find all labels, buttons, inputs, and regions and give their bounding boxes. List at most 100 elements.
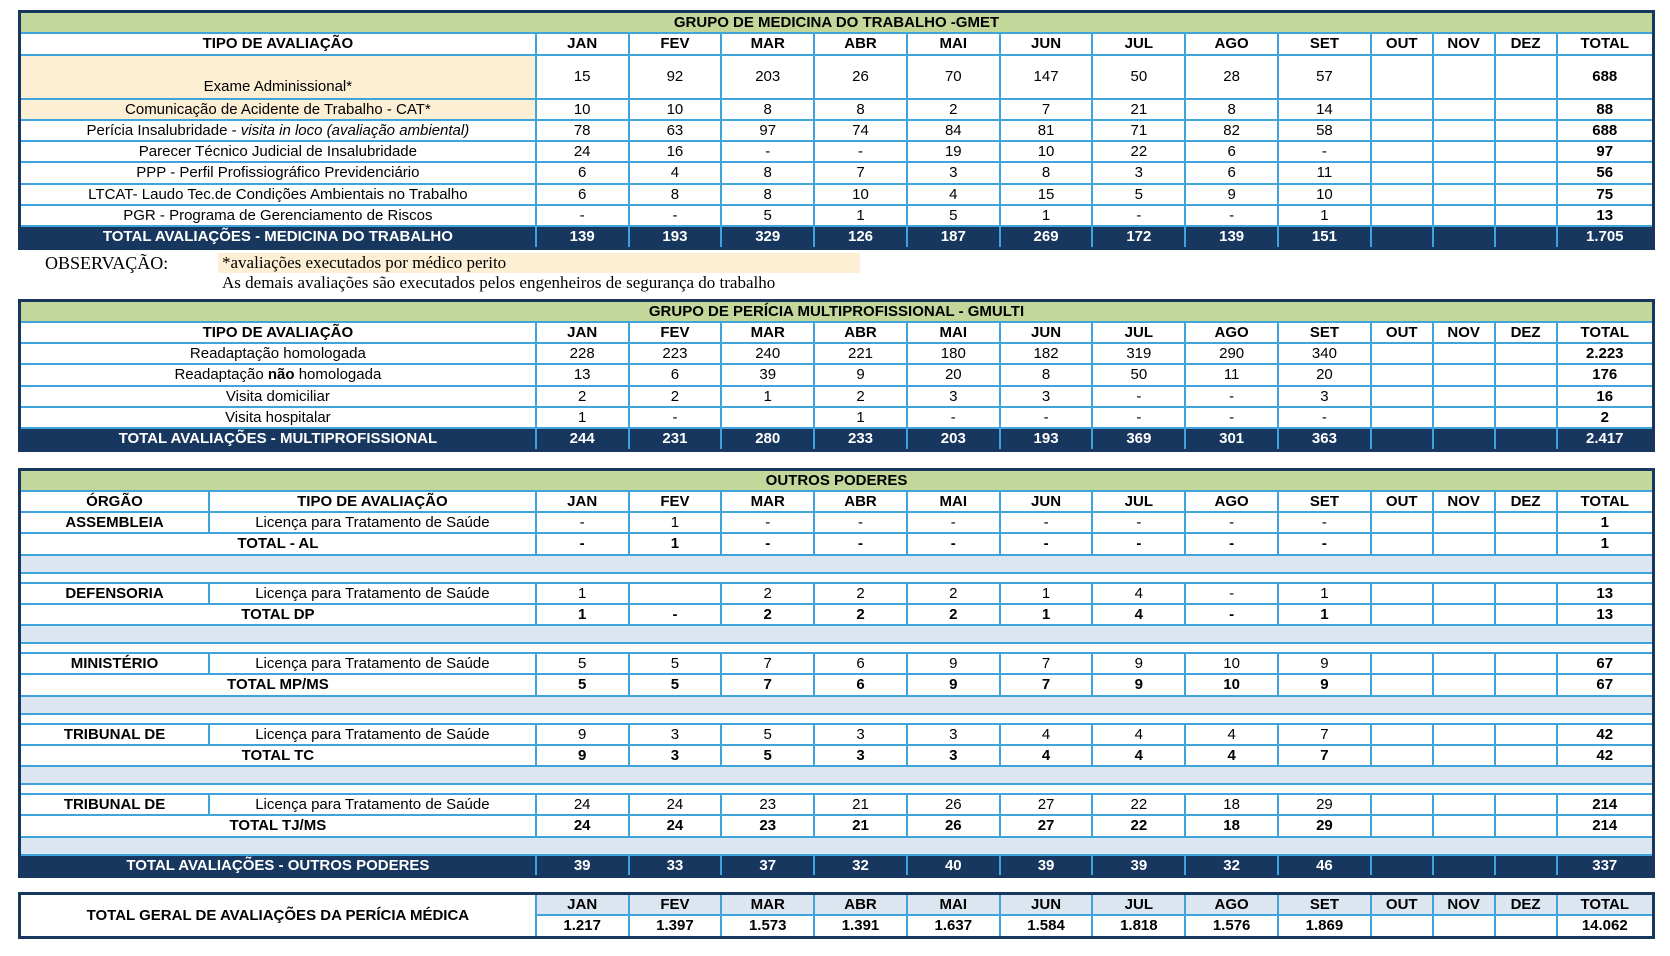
outros-s4-totalrow-out	[1369, 814, 1434, 838]
gmet-r5-abr: 10	[813, 182, 908, 206]
outros-s2-set: 9	[1277, 651, 1372, 676]
outros-s4-jan: 24	[534, 792, 630, 817]
gmet-r4-mar: 8	[720, 161, 816, 185]
geral-col-header-mai: MAI	[905, 892, 1001, 917]
outros-s2-totalrow-jul: 9	[1091, 673, 1187, 697]
outros-s0-totalrow-dez	[1493, 532, 1558, 556]
outros-s1-jan: 1	[534, 581, 630, 605]
gmulti-r2-ago: -	[1184, 384, 1280, 408]
gmet-row-label: LTCAT- Laudo Tec.de Condições Ambientais…	[18, 182, 537, 206]
gmet-r3-jul: 22	[1091, 139, 1187, 164]
spacer-blue	[18, 553, 1655, 574]
gmet-r2-jun: 81	[998, 118, 1094, 143]
gmet-r3-out	[1369, 139, 1434, 164]
gmet-r6-abr: 1	[813, 203, 908, 228]
gmet-r4-dez	[1493, 161, 1558, 185]
outros-s3-totalrow-abr: 3	[813, 743, 908, 768]
gmet-r2-dez	[1493, 118, 1558, 143]
outros-s1-totalrow-jan: 1	[534, 602, 630, 627]
outros-grand-total-label: TOTAL AVALIAÇÕES - OUTROS PODERES	[18, 853, 537, 878]
outros-col-header-tipo: TIPO DE AVALIAÇÃO	[208, 489, 537, 514]
gmet-totalrow-mar: 329	[720, 225, 816, 249]
gmulti-col-header-dez: DEZ	[1493, 320, 1558, 345]
gmulti-r0-set: 340	[1277, 341, 1372, 366]
outros-s1-mar: 2	[720, 581, 816, 605]
gmet-r3-nov	[1431, 139, 1496, 164]
geral-nov	[1431, 914, 1496, 938]
gmet-r4-nov	[1431, 161, 1496, 185]
gmet-r3-mai: 19	[905, 139, 1001, 164]
gmet-table: GRUPO DE MEDICINA DO TRABALHO -GMET TIPO …	[18, 10, 1655, 250]
gmet-col-header-mar: MAR	[720, 32, 816, 56]
gmulti-r2-out	[1369, 384, 1434, 408]
outros-s4-ago: 18	[1184, 792, 1280, 817]
outros-s0-totalrow-jan: -	[534, 532, 630, 556]
outros-s0-totalrow-jun: -	[998, 532, 1094, 556]
gmet-r4-set: 11	[1277, 161, 1372, 185]
spacer-white	[18, 783, 1655, 795]
outros-s4-totalrow-fev: 24	[627, 814, 723, 838]
gmet-r5-mar: 8	[720, 182, 816, 206]
outros-s1-totalrow-total: 13	[1555, 602, 1655, 627]
gmet-row-label: Perícia Insalubridade - visita in loco (…	[18, 118, 537, 143]
gmet-totalrow-ago: 139	[1184, 225, 1280, 249]
outros-s4-out	[1369, 792, 1434, 817]
gmulti-totalrow-total: 2.417	[1555, 427, 1655, 451]
outros-s3-orgao: TRIBUNAL DE	[18, 722, 211, 746]
outros-s3-totalrow-jul: 4	[1091, 743, 1187, 768]
outros-grandtotal-fev: 33	[627, 853, 723, 878]
geral-col-header-ago: AGO	[1184, 892, 1280, 917]
gmet-r6-fev: -	[627, 203, 723, 228]
gmulti-r2-jan: 2	[534, 384, 630, 408]
gmulti-r2-abr: 2	[813, 384, 908, 408]
gmulti-r3-mai: -	[905, 405, 1001, 430]
geral-col-header-out: OUT	[1369, 892, 1434, 917]
gmet-totalrow-dez	[1493, 225, 1558, 249]
outros-grandtotal-jan: 39	[534, 853, 630, 878]
gmulti-totalrow-fev: 231	[627, 427, 723, 451]
outros-s1-total: 13	[1555, 581, 1655, 605]
gmulti-r2-dez	[1493, 384, 1558, 408]
gmulti-r3-jun: -	[998, 405, 1094, 430]
outros-s4-nov	[1431, 792, 1496, 817]
outros-col-header-set: SET	[1277, 489, 1372, 514]
observation-note-1: *avaliações executados por médico perito	[218, 252, 860, 273]
outros-s0-total: 1	[1555, 510, 1655, 535]
gmet-r1-set: 14	[1277, 97, 1372, 121]
gmulti-row-label: Readaptação não homologada	[18, 363, 537, 387]
gmet-r4-fev: 4	[627, 161, 723, 185]
outros-s3-totalrow-jan: 9	[534, 743, 630, 768]
outros-s3-out	[1369, 722, 1434, 746]
outros-s3-totalrow-ago: 4	[1184, 743, 1280, 768]
outros-s0-totalrow-mar: -	[720, 532, 816, 556]
gmet-r5-out	[1369, 182, 1434, 206]
gmet-r1-total: 88	[1555, 97, 1655, 121]
outros-s4-abr: 21	[813, 792, 908, 817]
outros-s1-totalrow-nov	[1431, 602, 1496, 627]
outros-s3-abr: 3	[813, 722, 908, 746]
outros-s3-jul: 4	[1091, 722, 1187, 746]
outros-s4-totalrow-abr: 21	[813, 814, 908, 838]
gmulti-col-header-mai: MAI	[905, 320, 1001, 345]
outros-s4-fev: 24	[627, 792, 723, 817]
outros-s0-totalrow-out	[1369, 532, 1434, 556]
outros-col-header-fev: FEV	[627, 489, 723, 514]
outros-s1-dez	[1493, 581, 1558, 605]
outros-s2-mar: 7	[720, 651, 816, 676]
gmulti-r3-set: -	[1277, 405, 1372, 430]
gmet-col-header-ago: AGO	[1184, 32, 1280, 56]
outros-s1-abr: 2	[813, 581, 908, 605]
outros-s0-totalrow-set: -	[1277, 532, 1372, 556]
outros-col-header-mar: MAR	[720, 489, 816, 514]
outros-s4-set: 29	[1277, 792, 1372, 817]
geral-col-header-total: TOTAL	[1555, 892, 1655, 917]
outros-s1-totalrow-set: 1	[1277, 602, 1372, 627]
outros-s1-mai: 2	[905, 581, 1001, 605]
gmulti-r2-jul: -	[1091, 384, 1187, 408]
gmet-r6-out	[1369, 203, 1434, 228]
gmet-total-label: TOTAL AVALIAÇÕES - MEDICINA DO TRABALHO	[18, 225, 537, 249]
gmulti-r3-total: 2	[1555, 405, 1655, 430]
gmet-r1-fev: 10	[627, 97, 723, 121]
outros-grandtotal-mar: 37	[720, 853, 816, 878]
gmet-r2-mar: 97	[720, 118, 816, 143]
